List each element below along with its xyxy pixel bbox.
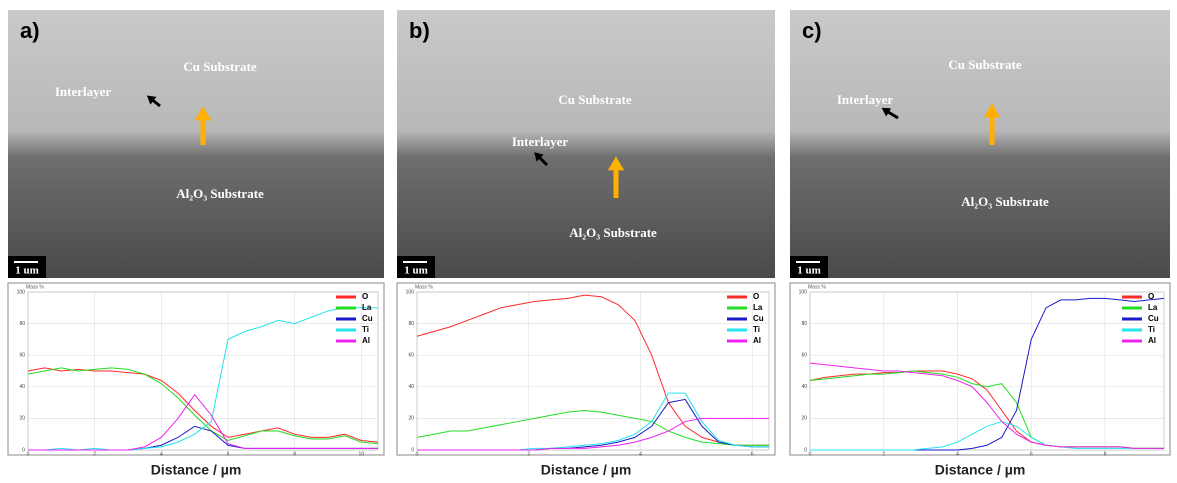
x-tick-label: 2 [93,451,96,457]
legend-label: Cu [753,314,764,323]
legend-label: La [362,303,372,312]
x-tick-label: 6 [227,451,230,457]
y-tick-label: 60 [408,353,414,359]
sem-image [790,10,1170,278]
legend-label: Ti [1148,325,1155,334]
x-tick-label: 4 [639,451,642,457]
y-tick-label: 40 [19,384,25,390]
x-tick-label: 6 [1030,451,1033,457]
y-tick-label: 0 [22,447,25,453]
y-tick-label: 100 [799,289,808,295]
x-tick-label: 0 [809,451,812,457]
x-tick-label: 8 [293,451,296,457]
chart-frame [397,283,775,455]
x-tick-label: 10 [359,451,365,457]
y-axis-label: Mass % [26,284,44,290]
scale-bar-label: 1 um [404,265,428,277]
image-annotation: Interlayer [512,134,569,149]
image-annotation: Al₂O₃ Substrate [569,225,657,240]
y-tick-label: 100 [17,289,26,295]
y-tick-label: 0 [411,447,414,453]
x-tick-label: 4 [956,451,959,457]
x-tick-label: 0 [27,451,30,457]
x-axis-label: Distance / µm [541,462,632,478]
scale-bar-label: 1 um [797,265,821,277]
legend-label: La [753,303,763,312]
chart-frame [790,283,1170,455]
x-tick-label: 2 [527,451,530,457]
y-tick-label: 20 [408,416,414,422]
x-tick-label: 4 [160,451,163,457]
x-tick-label: 8 [1104,451,1107,457]
legend-label: O [753,292,759,301]
x-axis-label: Distance / µm [151,462,242,478]
y-tick-label: 40 [801,384,807,390]
y-tick-label: 20 [19,416,25,422]
y-tick-label: 40 [408,384,414,390]
image-annotation: Interlayer [55,84,112,99]
image-annotation: Al₂O₃ Substrate [176,186,264,201]
y-tick-label: 20 [801,416,807,422]
legend-label: Cu [1148,314,1159,323]
y-tick-label: 80 [19,321,25,327]
y-tick-label: 60 [801,353,807,359]
x-tick-label: 2 [882,451,885,457]
x-axis-label: Distance / µm [935,462,1026,478]
y-tick-label: 80 [408,321,414,327]
image-annotation: Cu Substrate [183,59,257,74]
panel-label: a) [20,18,40,43]
y-axis-label: Mass % [415,284,433,290]
legend-label: Al [753,336,761,345]
y-tick-label: 100 [406,289,415,295]
legend-label: Al [1148,336,1156,345]
chart-frame [8,283,384,455]
legend-label: O [362,292,368,301]
legend-label: Ti [753,325,760,334]
figure: a) Cu Substrate Interlayer Al₂O₃ Substrate 1… [0,0,1177,483]
image-annotation: Al₂O₃ Substrate [961,194,1049,209]
y-axis-label: Mass % [808,284,826,290]
scale-bar-label: 1 um [15,265,39,277]
legend-label: Al [362,336,370,345]
legend-label: La [1148,303,1158,312]
image-annotation: Cu Substrate [558,92,632,107]
legend-label: O [1148,292,1154,301]
y-tick-label: 60 [19,353,25,359]
image-annotation: Interlayer [837,92,894,107]
x-tick-label: 0 [416,451,419,457]
legend-label: Cu [362,314,373,323]
x-tick-label: 6 [751,451,754,457]
image-annotation: Cu Substrate [948,57,1022,72]
y-tick-label: 0 [804,447,807,453]
y-tick-label: 80 [801,321,807,327]
panel-label: c) [802,18,822,43]
legend-label: Ti [362,325,369,334]
sem-image [8,10,384,278]
panel-label: b) [409,18,430,43]
